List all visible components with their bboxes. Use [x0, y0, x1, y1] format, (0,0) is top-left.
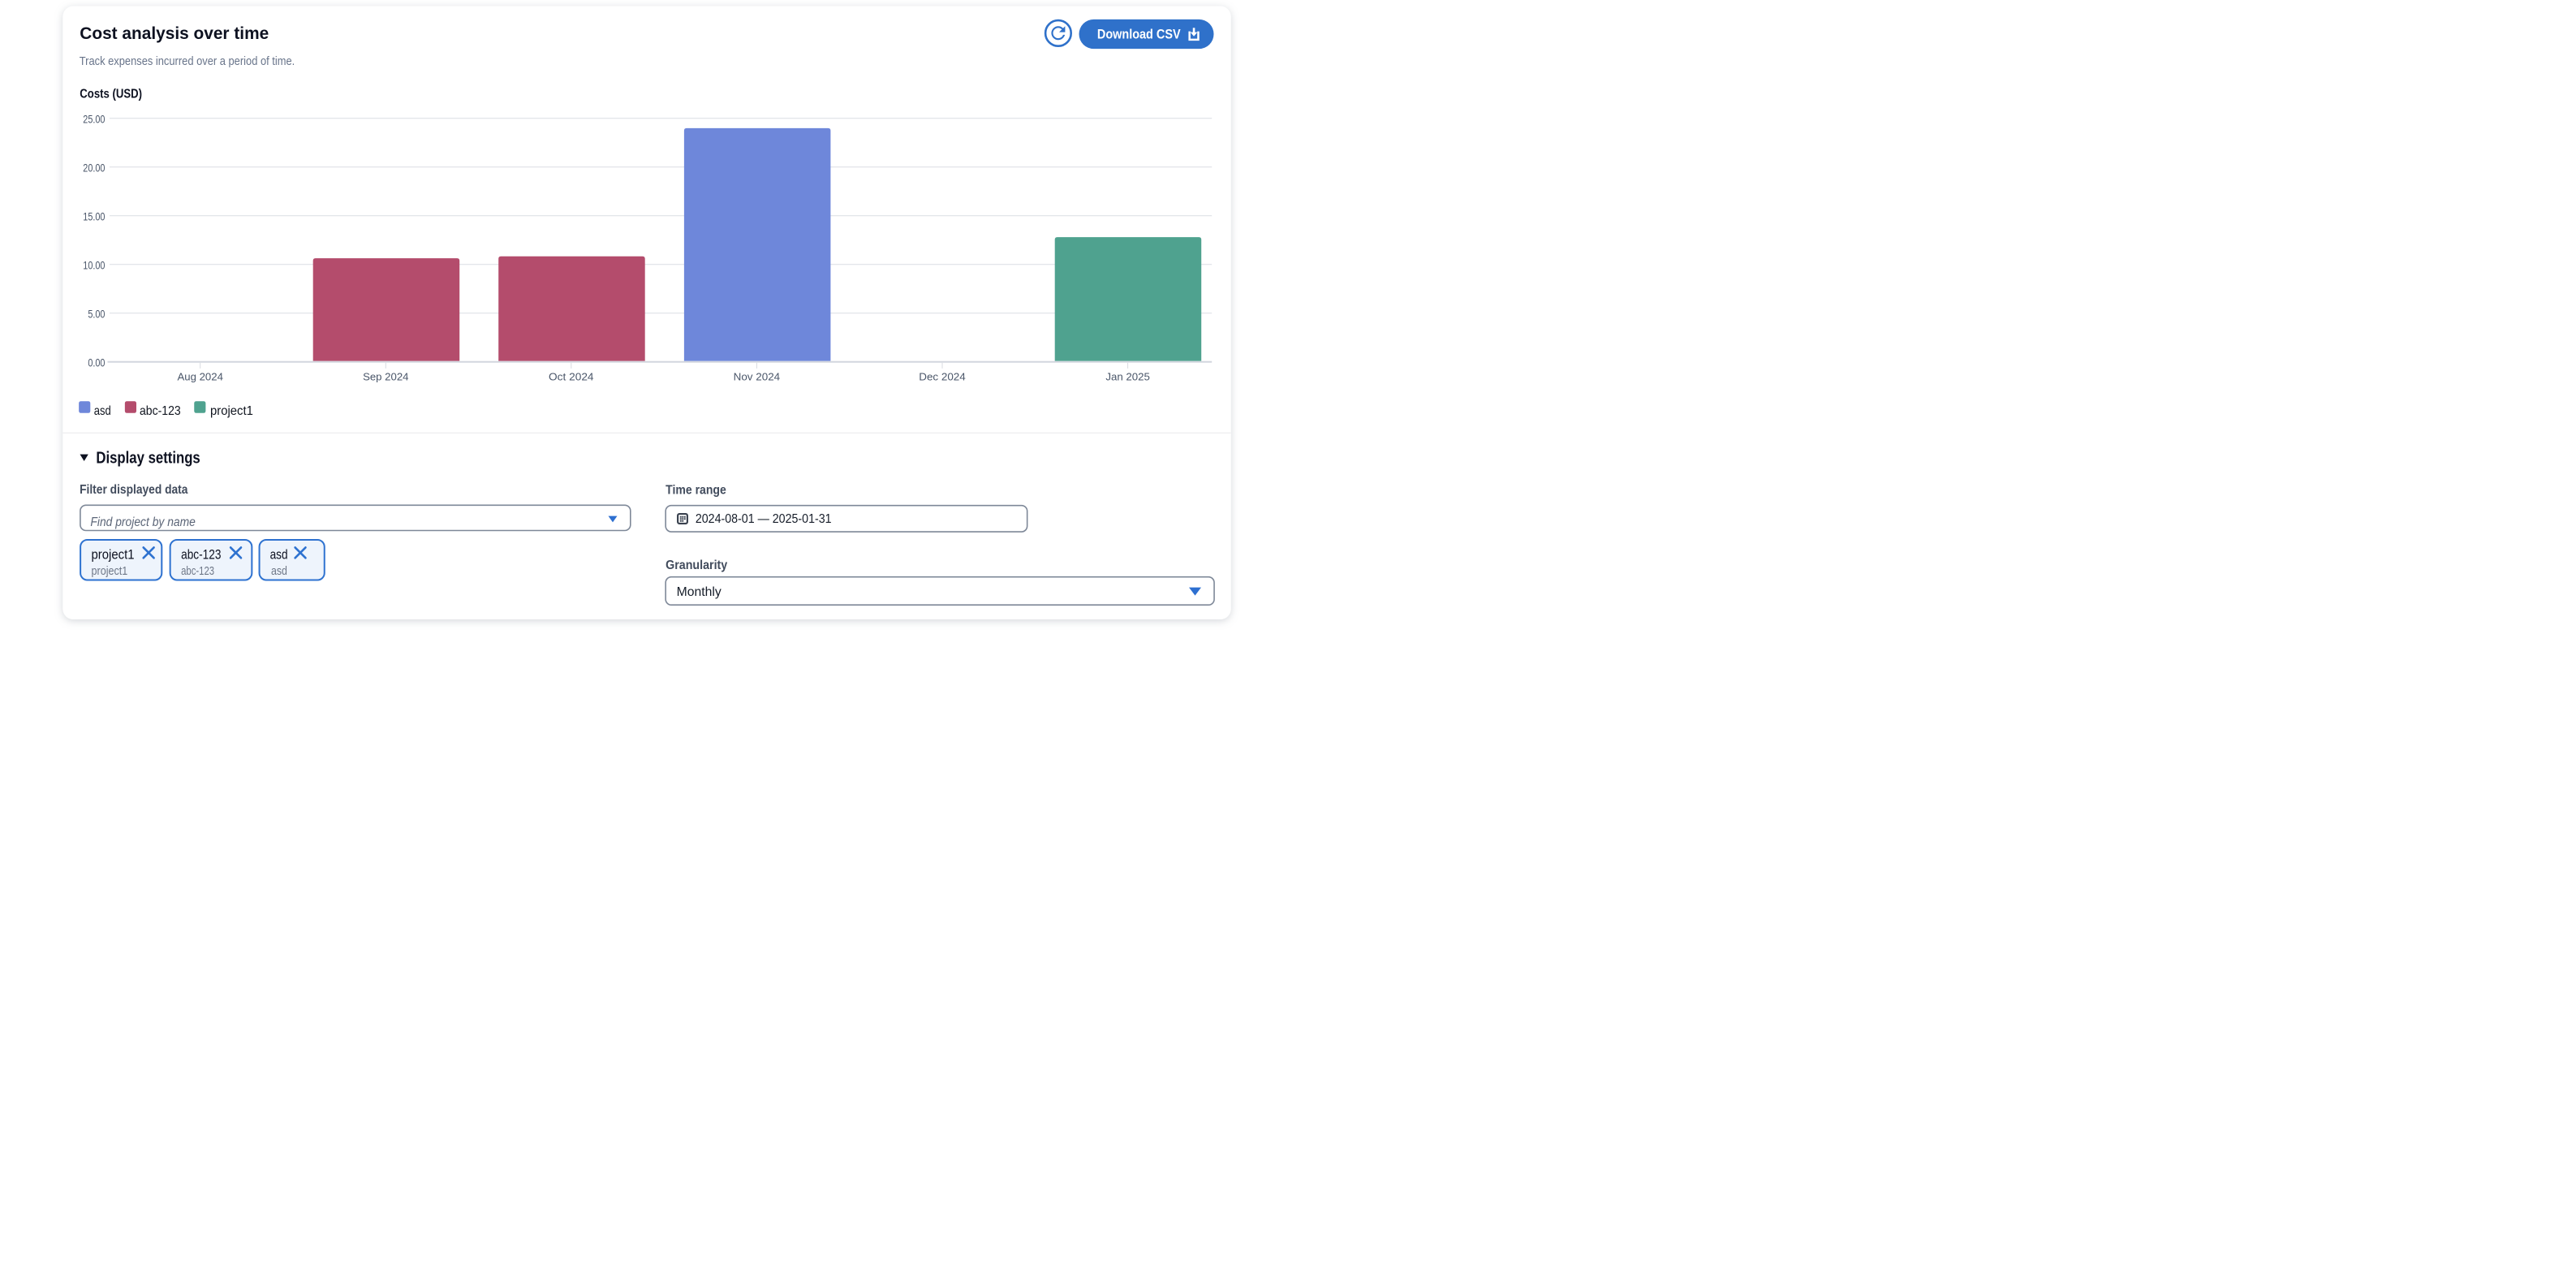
- svg-text:25.00: 25.00: [83, 113, 105, 125]
- svg-text:asd: asd: [270, 546, 288, 562]
- svg-text:abc-123: abc-123: [140, 404, 181, 418]
- svg-text:Aug 2024: Aug 2024: [177, 371, 222, 383]
- svg-text:10.00: 10.00: [83, 259, 105, 271]
- svg-text:Cost analysis over time: Cost analysis over time: [80, 24, 269, 43]
- svg-text:Monthly: Monthly: [677, 585, 722, 599]
- svg-text:Download CSV: Download CSV: [1097, 26, 1181, 41]
- svg-text:Display settings: Display settings: [96, 450, 200, 468]
- svg-text:Jan 2025: Jan 2025: [1105, 371, 1150, 383]
- svg-text:15.00: 15.00: [83, 210, 105, 222]
- svg-text:project1: project1: [92, 546, 135, 562]
- svg-text:Time range: Time range: [666, 484, 726, 498]
- svg-text:abc-123: abc-123: [181, 546, 221, 562]
- svg-text:Sep 2024: Sep 2024: [363, 371, 408, 383]
- svg-text:0.00: 0.00: [88, 356, 105, 369]
- svg-text:project1: project1: [210, 404, 253, 418]
- svg-text:Find project by name: Find project by name: [90, 515, 196, 529]
- svg-text:Filter displayed data: Filter displayed data: [80, 483, 188, 497]
- svg-text:asd: asd: [94, 404, 111, 418]
- svg-text:5.00: 5.00: [88, 308, 105, 320]
- svg-text:Nov 2024: Nov 2024: [734, 371, 781, 383]
- svg-text:abc-123: abc-123: [181, 564, 214, 578]
- svg-text:Track expenses incurred over a: Track expenses incurred over a period of…: [80, 54, 295, 68]
- svg-text:project1: project1: [92, 564, 128, 578]
- svg-text:Costs (USD): Costs (USD): [80, 87, 142, 101]
- svg-text:Dec 2024: Dec 2024: [919, 371, 966, 383]
- svg-text:20.00: 20.00: [83, 162, 105, 174]
- svg-text:Granularity: Granularity: [666, 559, 727, 572]
- svg-text:2024-08-01 — 2025-01-31: 2024-08-01 — 2025-01-31: [696, 512, 832, 526]
- svg-text:Oct 2024: Oct 2024: [549, 371, 594, 383]
- svg-text:asd: asd: [271, 564, 287, 578]
